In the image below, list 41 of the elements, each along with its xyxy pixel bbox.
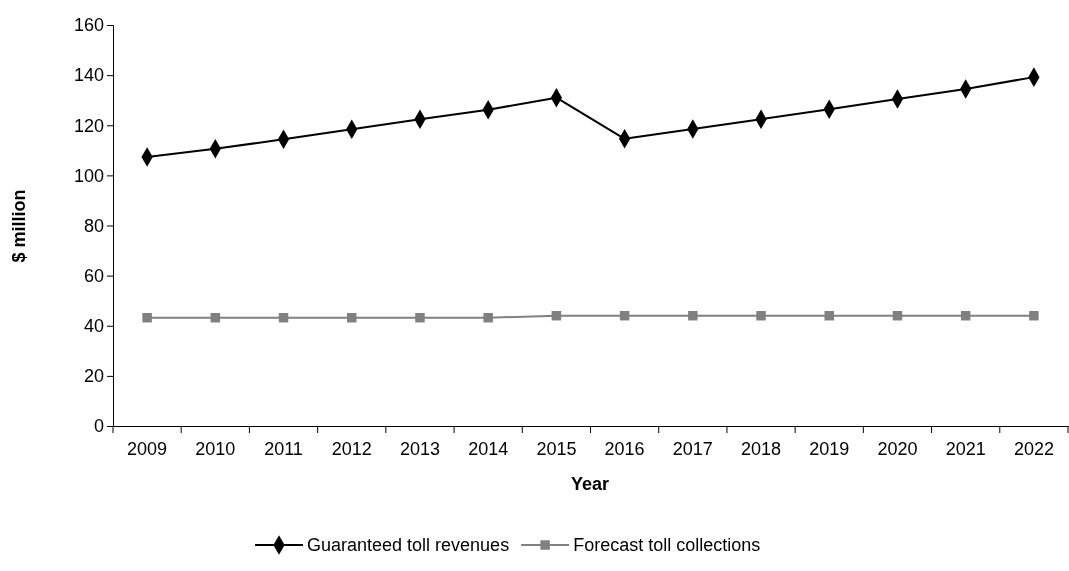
- y-tick-label: 0: [93, 416, 104, 437]
- y-tick-label: 80: [83, 215, 104, 236]
- point: [688, 310, 698, 321]
- point: [551, 310, 562, 321]
- point: [142, 312, 152, 323]
- x-tick-label: 2021: [945, 438, 986, 459]
- x-tick-label: 2016: [604, 438, 645, 459]
- point: [960, 310, 971, 321]
- x-tick-label: 2017: [672, 438, 713, 459]
- x-tick-label: 2020: [877, 438, 918, 459]
- y-tick-label: 100: [73, 165, 104, 186]
- point: [415, 312, 425, 323]
- legend-label: Forecast toll collections: [573, 535, 761, 555]
- x-tick-label: 2014: [468, 438, 509, 459]
- point: [483, 312, 493, 323]
- x-tick-label: 2022: [1013, 438, 1054, 459]
- legend-label: Guaranteed toll revenues: [307, 535, 510, 555]
- y-tick-label: 40: [83, 316, 104, 337]
- point: [210, 312, 221, 323]
- point: [619, 310, 630, 321]
- y-tick-label: 160: [73, 15, 104, 36]
- point: [347, 312, 357, 323]
- x-tick-label: 2019: [809, 438, 850, 459]
- y-tick-label: 120: [73, 115, 104, 136]
- y-axis-title: $ million: [9, 189, 29, 263]
- x-tick-label: 2013: [399, 438, 440, 459]
- y-tick-label: 60: [83, 265, 104, 286]
- point: [756, 310, 766, 321]
- point: [824, 310, 834, 321]
- x-axis-title: Year: [570, 474, 610, 494]
- point: [1029, 310, 1039, 321]
- x-tick-label: 2010: [195, 438, 236, 459]
- y-tick-label: 140: [73, 65, 104, 86]
- x-tick-label: 2015: [536, 438, 577, 459]
- x-tick-label: 2009: [127, 438, 168, 459]
- point: [278, 312, 289, 323]
- x-tick-label: 2011: [264, 438, 303, 459]
- x-tick-label: 2012: [331, 438, 372, 459]
- x-tick-label: 2018: [741, 438, 782, 459]
- y-tick-label: 20: [83, 366, 104, 387]
- point: [892, 310, 903, 321]
